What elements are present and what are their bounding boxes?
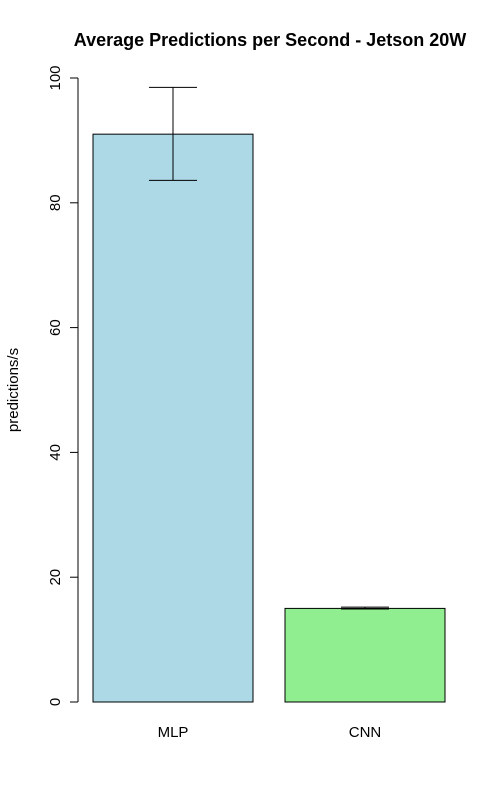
y-tick-label-20: 20	[47, 569, 64, 586]
x-tick-label-cnn: CNN	[349, 724, 382, 741]
x-axis-labels: MLP CNN	[158, 724, 382, 741]
y-axis: 0 20 40 60 80 100	[47, 65, 79, 706]
y-tick-label-0: 0	[47, 698, 64, 706]
bars-group	[92, 133, 446, 703]
bar-mlp	[92, 133, 254, 703]
y-tick-label-100: 100	[47, 65, 64, 90]
bar-cnn	[284, 607, 446, 703]
y-axis-label: predictions/s	[5, 348, 22, 432]
y-tick-label-60: 60	[47, 319, 64, 336]
x-tick-label-mlp: MLP	[158, 724, 189, 741]
error-bars-group	[149, 86, 389, 610]
y-tick-label-80: 80	[47, 194, 64, 211]
chart-title: Average Predictions per Second - Jetson …	[74, 30, 466, 50]
y-tick-label-40: 40	[47, 444, 64, 461]
